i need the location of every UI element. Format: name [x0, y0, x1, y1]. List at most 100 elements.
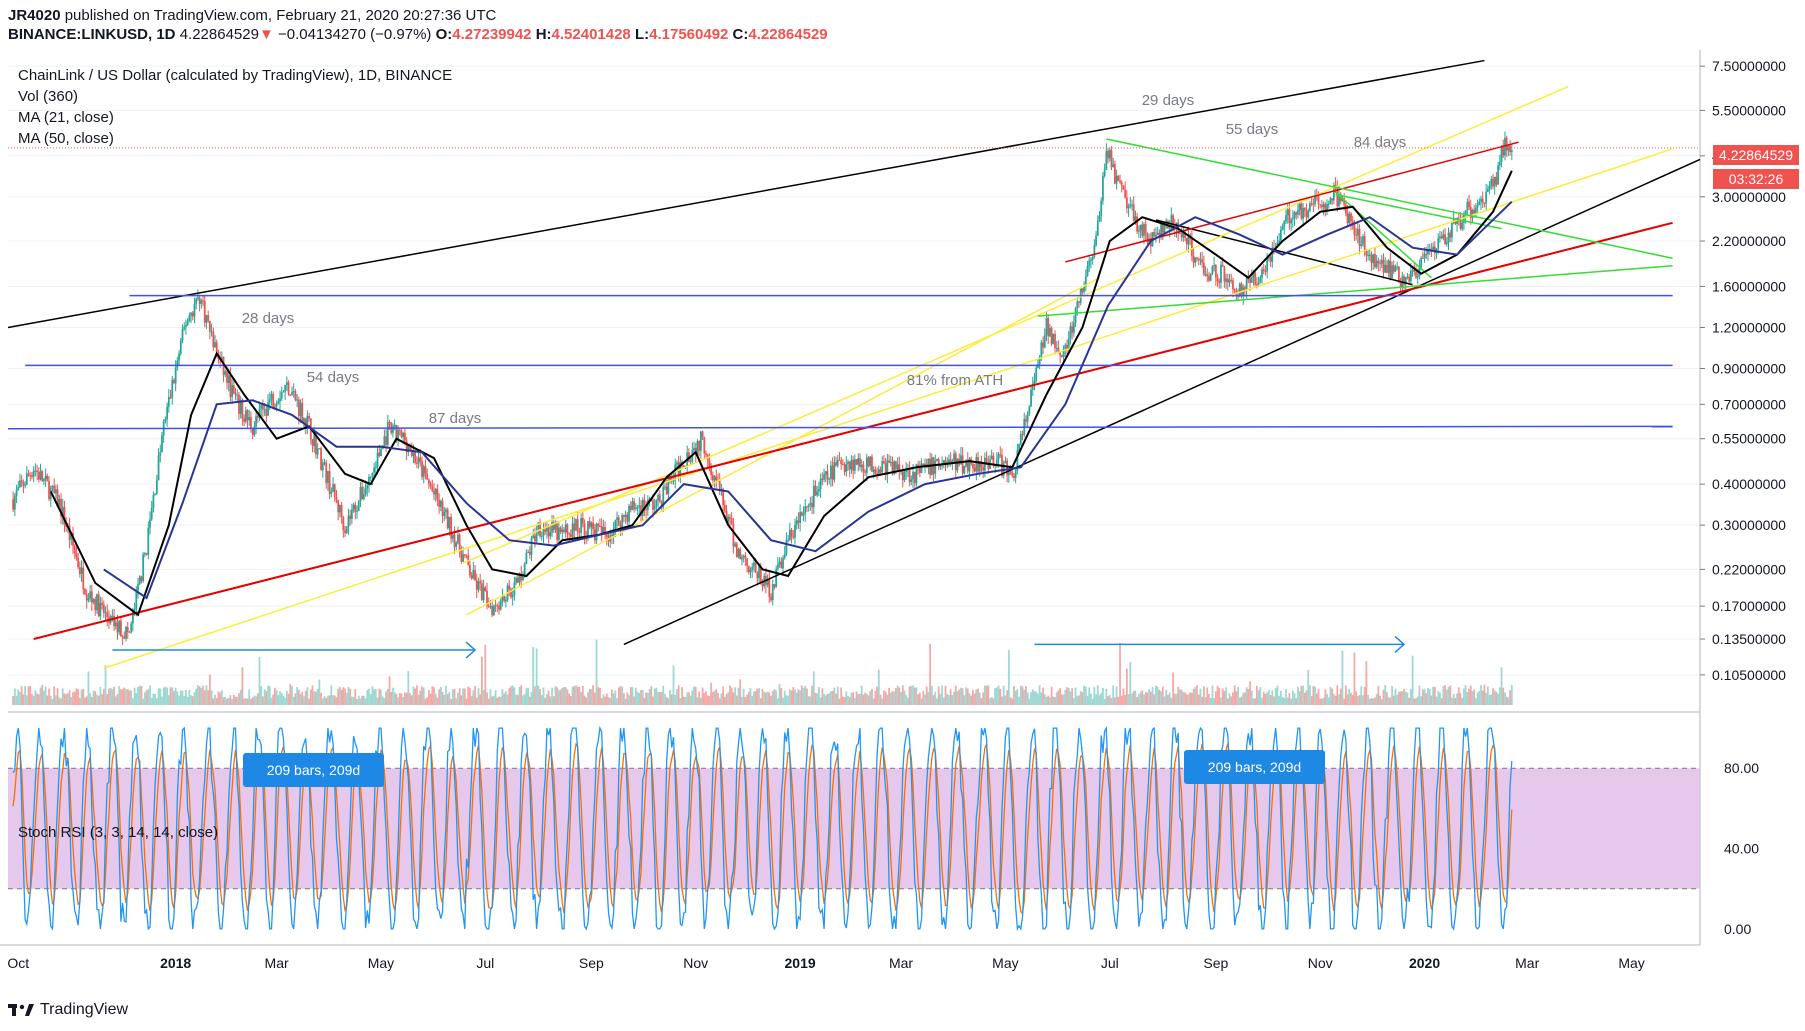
volume-bar-163 — [291, 686, 293, 705]
volume-bar-760 — [1312, 686, 1315, 705]
candle-body-639 — [1105, 150, 1108, 170]
chart-annotation-4: 54 days — [307, 369, 360, 386]
volume-bar-755 — [1303, 692, 1306, 705]
price-chart[interactable]: 7.500000005.500000004.000000003.00000000… — [0, 50, 1805, 1000]
candle-body-76 — [142, 554, 145, 582]
volume-bar-223 — [393, 692, 396, 705]
legend-ma50[interactable]: MA (50, close) — [18, 130, 114, 147]
volume-bar-299 — [523, 694, 526, 705]
time-tick-label-11: Sep — [1203, 955, 1228, 971]
price-axis[interactable]: 7.500000005.500000004.000000003.00000000… — [1700, 58, 1786, 937]
close-value: 4.22864529 — [748, 26, 828, 43]
candle-body-678 — [1172, 215, 1174, 227]
candle-body-634 — [1096, 221, 1099, 236]
time-tick-label-14: Mar — [1515, 955, 1539, 971]
volume-bar-571 — [989, 698, 991, 705]
volume-bar-100 — [183, 696, 186, 705]
candle-body-745 — [1286, 209, 1289, 216]
volume-bar-300 — [525, 688, 528, 705]
candle-body-102 — [186, 321, 189, 326]
volume-bar-841 — [1451, 697, 1453, 705]
volume-bar-341 — [595, 639, 598, 705]
candle-body-775 — [1338, 193, 1340, 207]
volume-bar-626 — [1083, 685, 1086, 705]
candle-body-409 — [711, 474, 714, 481]
candle-body-482 — [836, 459, 839, 466]
volume-bar-9 — [27, 686, 30, 705]
volume-bar-569 — [985, 685, 988, 705]
stoch-tick-label-0: 80.00 — [1724, 760, 1759, 776]
volume-bar-691 — [1194, 686, 1197, 705]
candle-body-770 — [1329, 198, 1332, 204]
candle-body-513 — [889, 461, 892, 463]
volume-bar-689 — [1190, 692, 1193, 705]
time-tick-label-13: 2020 — [1409, 955, 1440, 971]
candle-body-229 — [404, 432, 406, 441]
candle-body-726 — [1254, 272, 1257, 285]
volume-bar-679 — [1173, 693, 1176, 705]
volume-bar-816 — [1408, 697, 1411, 705]
volume-bar-270 — [474, 686, 476, 705]
candle-body-198 — [350, 509, 353, 519]
candle-body-59 — [113, 615, 115, 627]
volume-bar-613 — [1060, 694, 1063, 705]
candle-body-580 — [1004, 460, 1007, 464]
volume-bar-696 — [1202, 686, 1205, 705]
candle-body-173 — [308, 415, 311, 419]
candle-body-539 — [934, 460, 937, 474]
candle-body-777 — [1341, 198, 1344, 202]
volume-bar-120 — [217, 691, 220, 705]
candle-body-710 — [1226, 278, 1229, 283]
volume-bar-52 — [101, 694, 103, 705]
volume-bar-298 — [522, 695, 524, 705]
candle-body-416 — [723, 504, 726, 511]
volume-bar-36 — [73, 691, 76, 705]
volume-bar-387 — [674, 695, 677, 705]
tradingview-logo[interactable]: TradingView — [8, 1001, 128, 1019]
candle-body-268 — [470, 575, 473, 579]
candle-body-602 — [1042, 342, 1044, 348]
author-name[interactable]: JR4020 — [8, 7, 61, 24]
candle-body-45 — [89, 591, 92, 599]
candle-body-460 — [799, 512, 802, 523]
candle-body-258 — [453, 534, 456, 547]
candle-body-646 — [1117, 175, 1120, 181]
candle-body-375 — [653, 506, 656, 510]
volume-bar-761 — [1314, 686, 1316, 705]
volume-bar-34 — [70, 697, 73, 705]
volume-bar-101 — [185, 689, 187, 705]
legend-stoch-rsi[interactable]: Stoch RSI (3, 3, 14, 14, close) — [18, 824, 219, 841]
volume-bar-272 — [477, 688, 480, 705]
legend-ma21[interactable]: MA (21, close) — [18, 109, 114, 126]
volume-bar-53 — [102, 688, 105, 705]
candle-body-525 — [910, 479, 913, 483]
volume-bar-722 — [1247, 689, 1250, 705]
volume-bar-69 — [130, 690, 133, 705]
time-axis[interactable]: Oct 2018 Mar May Jul Sep Nov 2019 Mar May Jul Sep No… — [7, 955, 1644, 971]
candle-body-281 — [492, 605, 495, 616]
volume-bar-271 — [475, 697, 478, 705]
volume-bar-126 — [227, 697, 230, 705]
candle-body-647 — [1119, 180, 1121, 183]
candle-body-709 — [1225, 278, 1228, 282]
candle-body-643 — [1112, 164, 1115, 168]
candle-body-207 — [366, 485, 369, 489]
volume-bar-377 — [657, 691, 660, 705]
volume-bar-117 — [212, 698, 215, 705]
candle-body-27 — [58, 498, 61, 507]
volume-bar-732 — [1264, 693, 1267, 705]
volume-bar-454 — [788, 689, 791, 705]
volume-bar-257 — [451, 689, 454, 705]
candle-body-195 — [345, 526, 348, 534]
candle-body-74 — [138, 576, 141, 585]
legend-volume[interactable]: Vol (360) — [18, 88, 79, 105]
time-tick-label-12: Nov — [1308, 955, 1333, 971]
volume-bar-426 — [741, 696, 743, 705]
candle-body-140 — [251, 428, 254, 435]
volume-bar-639 — [1105, 688, 1108, 705]
volume-bar-495 — [859, 693, 861, 705]
candle-body-360 — [628, 506, 630, 522]
volume-bar-49 — [96, 694, 98, 705]
volume-bar-795 — [1372, 698, 1375, 705]
volume-bar-319 — [557, 690, 560, 705]
